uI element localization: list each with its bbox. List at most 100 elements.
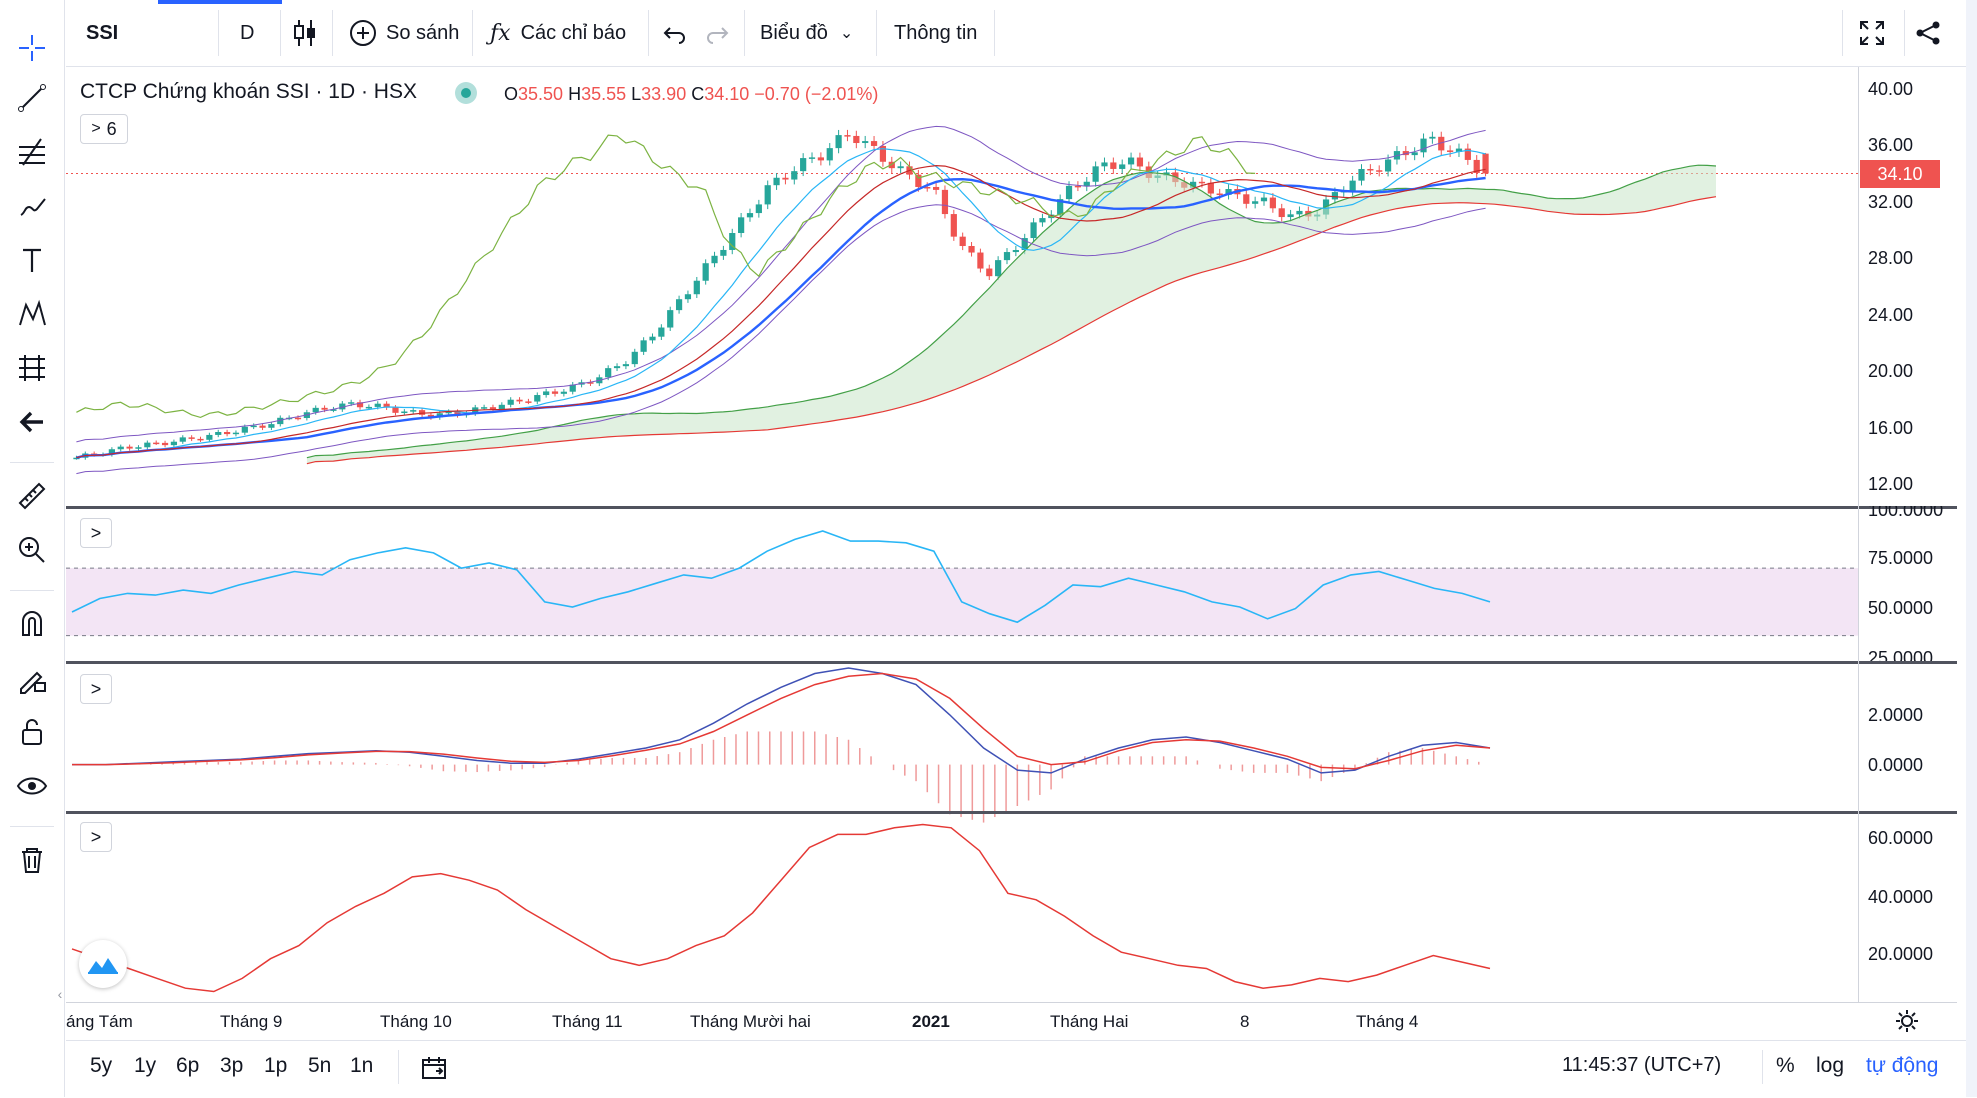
candle-body [1207,182,1214,194]
unlock-icon[interactable] [6,710,58,754]
candle-body [197,438,204,441]
ma-line [76,164,1486,459]
crosshair-icon[interactable] [6,26,58,70]
candle-body [1429,136,1436,139]
range-6p-button[interactable]: 6p [176,1054,200,1077]
active-tab-indicator [158,0,282,4]
candle-body [1065,185,1073,200]
candle-body [551,391,559,394]
ruler-icon[interactable] [6,474,58,518]
candle-style-icon[interactable] [292,8,318,58]
candle-body [206,434,213,440]
pane-separator[interactable] [66,811,1957,814]
range-1y-button[interactable]: 1y [134,1054,157,1077]
chart-menu-label: Biểu đồ [760,21,828,44]
market-status-icon[interactable] [455,82,477,104]
time-tick: 8 [1240,1012,1250,1031]
pattern-icon[interactable] [6,292,58,336]
candle-body [525,401,532,403]
candle-body [720,249,727,256]
eye-icon[interactable] [6,764,58,808]
candle-body [826,148,833,161]
rsi-tick: 100.0000 [1868,500,1944,520]
interval-button[interactable]: D [240,21,255,44]
fib-tool-icon[interactable] [6,130,58,174]
candle-body [817,157,824,161]
candle-body [1384,159,1392,172]
candle-body [1473,159,1480,173]
pane-separator[interactable] [66,661,1957,664]
price-tick: 24.00 [1868,305,1914,325]
last-price-tag: 34.10 [1860,160,1940,188]
indicators-button[interactable]: ƒx Các chỉ báo [490,8,626,58]
candle-body [924,186,931,189]
kijun-line [76,176,1486,459]
collapse-toolbar-handle[interactable]: ‹ [57,986,63,1002]
toolbar-divider [280,10,281,56]
magnet-icon[interactable] [6,602,58,646]
price-tick: 20.00 [1868,361,1914,381]
lock-drawing-icon[interactable] [6,656,58,700]
rsi-collapse-button[interactable]: > [80,518,112,548]
log-scale-button[interactable]: log [1816,1054,1845,1077]
clock-display[interactable]: 11:45:37 (UTC+7) [1562,1054,1722,1076]
auto-scale-button[interactable]: tự động [1866,1054,1939,1077]
time-tick: Tháng Mười hai [690,1012,811,1031]
trend-line-icon[interactable] [6,76,58,120]
candle-body [1367,168,1374,171]
pane4-tick: 40.0000 [1868,887,1934,907]
trash-icon[interactable] [6,838,58,882]
candle-body [782,177,789,180]
candle-body [1083,181,1090,187]
candle-body [1030,222,1037,239]
chart-menu-button[interactable]: Biểu đồ ⌄ [760,8,853,58]
toolbar-divider [876,10,877,56]
toolbar-divider [10,826,54,827]
redo-button[interactable] [704,8,730,58]
range-1p-button[interactable]: 1p [264,1054,288,1077]
compare-button[interactable]: So sánh [348,8,459,58]
candle-body [613,366,621,369]
time-tick: Tháng 4 [1356,1012,1419,1031]
symbol-search-button[interactable]: SSI [86,21,119,44]
range-3p-button[interactable]: 3p [220,1054,244,1077]
range-5y-button[interactable]: 5y [90,1054,113,1077]
goto-date-button[interactable] [420,1055,448,1086]
candle-body [418,410,426,415]
zoom-in-icon[interactable] [6,528,58,572]
time-tick: Tháng 9 [220,1012,283,1031]
text-tool-icon[interactable] [6,238,58,282]
candle-body [968,246,975,253]
undo-button[interactable] [662,8,688,58]
high-value: 35.55 [581,84,627,104]
candle-body [1278,208,1285,218]
tradingview-logo[interactable] [79,940,127,988]
candle-body [1039,218,1046,223]
candle-body [534,395,541,402]
chart-settings-button[interactable] [1894,1008,1920,1039]
candle-body [569,384,576,392]
indicators-toggle[interactable]: > 6 [80,114,128,144]
macd-collapse-button[interactable]: > [80,674,112,704]
projection-icon[interactable] [6,346,58,390]
share-button[interactable] [1914,8,1942,58]
brush-icon[interactable] [6,184,58,228]
range-5n-button[interactable]: 5n [308,1054,332,1077]
high-label: H [568,84,582,104]
candle-body [312,407,319,413]
candle-body [1482,153,1489,174]
candle-body [941,189,949,215]
pane-separator[interactable] [66,506,1957,509]
fullscreen-button[interactable] [1858,8,1886,58]
price-tick: 12.00 [1868,474,1914,494]
percent-scale-button[interactable]: % [1776,1054,1795,1077]
back-arrow-icon[interactable] [6,400,58,444]
candle-body [1438,136,1445,151]
pane4-collapse-button[interactable]: > [80,822,112,852]
range-1n-button[interactable]: 1n [350,1054,374,1077]
right-edge-scrollbar[interactable] [1966,0,1977,1097]
info-button[interactable]: Thông tin [894,21,978,44]
price-tick: 40.00 [1868,79,1914,99]
candle-body [321,407,328,410]
